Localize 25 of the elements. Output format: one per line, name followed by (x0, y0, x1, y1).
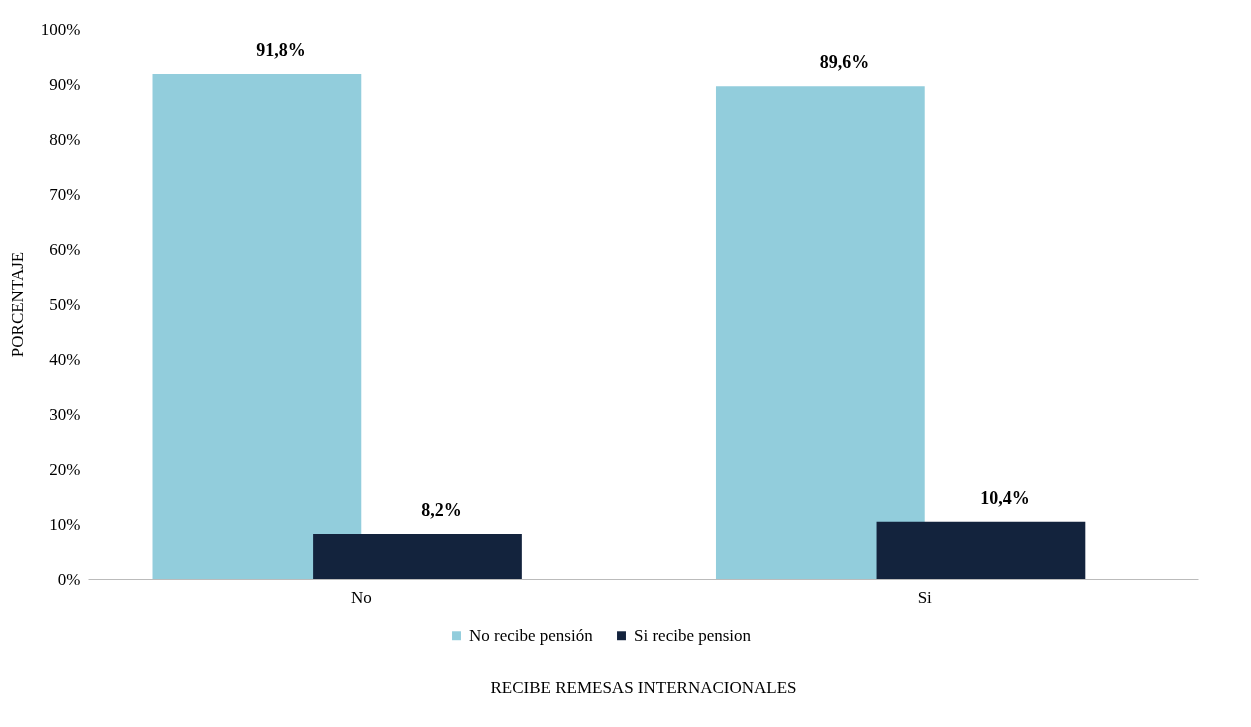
x-axis-title: RECIBE REMESAS INTERNACIONALES (490, 677, 797, 697)
x-tick-label: No (350, 587, 372, 607)
y-tick-label: 40% (49, 349, 81, 369)
bar (715, 86, 925, 579)
bar (152, 74, 362, 579)
y-tick-label: 20% (49, 459, 81, 479)
y-tick-label: 10% (49, 514, 81, 534)
x-tick-label: Si (917, 587, 933, 607)
y-tick-label: 80% (49, 129, 81, 149)
data-label: 91,8% (256, 40, 306, 61)
data-label: 10,4% (980, 487, 1030, 508)
data-label: 8,2% (421, 499, 462, 520)
bar (313, 533, 522, 579)
y-axis-title: PORCENTAJE (7, 251, 27, 358)
y-tick-label: 100% (40, 19, 81, 39)
y-tick-label: 0% (57, 569, 81, 589)
data-label: 89,6% (819, 52, 870, 73)
legend-label: Si recibe pension (634, 625, 752, 645)
y-tick-label: 50% (49, 294, 81, 314)
y-tick-label: 30% (49, 404, 81, 424)
y-tick-label: 90% (49, 74, 81, 94)
y-tick-label: 70% (49, 184, 81, 204)
legend-label: No recibe pensión (469, 625, 594, 645)
y-tick-label: 60% (49, 239, 81, 259)
bar (876, 521, 1086, 579)
